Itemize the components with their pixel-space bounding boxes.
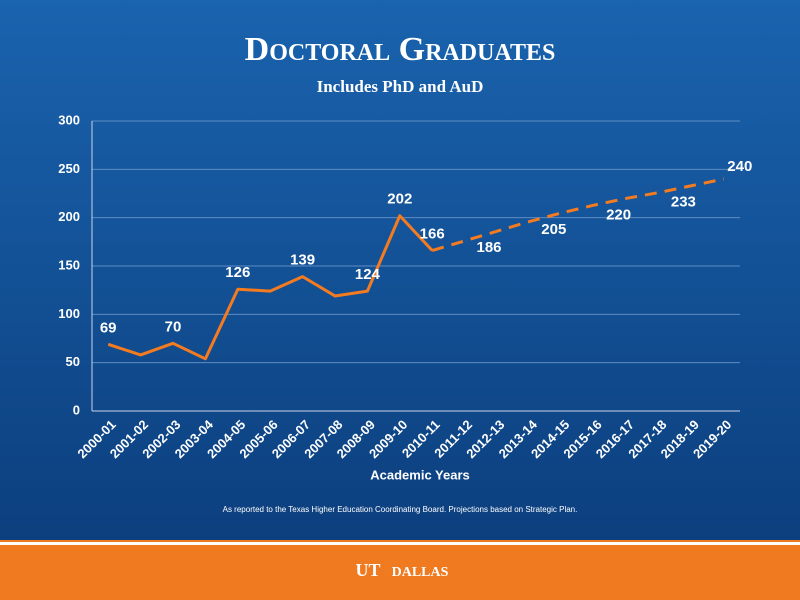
chart-subtitle: Includes PhD and AuD: [317, 77, 484, 96]
data-label: 220: [606, 206, 631, 223]
data-label: 240: [727, 158, 752, 175]
y-tick-label: 300: [58, 112, 80, 127]
footnote: As reported to the Texas Higher Educatio…: [223, 505, 578, 514]
background: [0, 0, 800, 540]
data-label: 126: [225, 264, 250, 281]
data-label: 124: [355, 266, 381, 283]
y-tick-label: 50: [66, 354, 80, 369]
data-label: 166: [420, 226, 445, 243]
footer-bar: [0, 540, 800, 600]
logo: UT DALLAS: [355, 560, 448, 580]
data-label: 139: [290, 252, 315, 269]
x-axis-title: Academic Years: [370, 467, 470, 482]
data-label: 205: [541, 221, 566, 238]
series-line: [107, 214, 434, 361]
series-line: [431, 177, 725, 252]
y-tick-label: 250: [58, 161, 80, 176]
data-label: 186: [476, 239, 501, 256]
y-tick-label: 0: [73, 402, 80, 417]
data-label: 233: [671, 194, 696, 211]
y-tick-label: 100: [58, 306, 80, 321]
data-label: 70: [165, 318, 182, 335]
data-label: 69: [100, 319, 117, 336]
chart-title: Doctoral Graduates: [245, 31, 556, 68]
logo-ut: UT: [355, 560, 380, 580]
y-tick-label: 150: [58, 257, 80, 272]
logo-dallas: DALLAS: [392, 565, 449, 580]
y-tick-label: 200: [58, 209, 80, 224]
data-label: 202: [387, 191, 412, 208]
footer-stripe: [0, 542, 800, 545]
